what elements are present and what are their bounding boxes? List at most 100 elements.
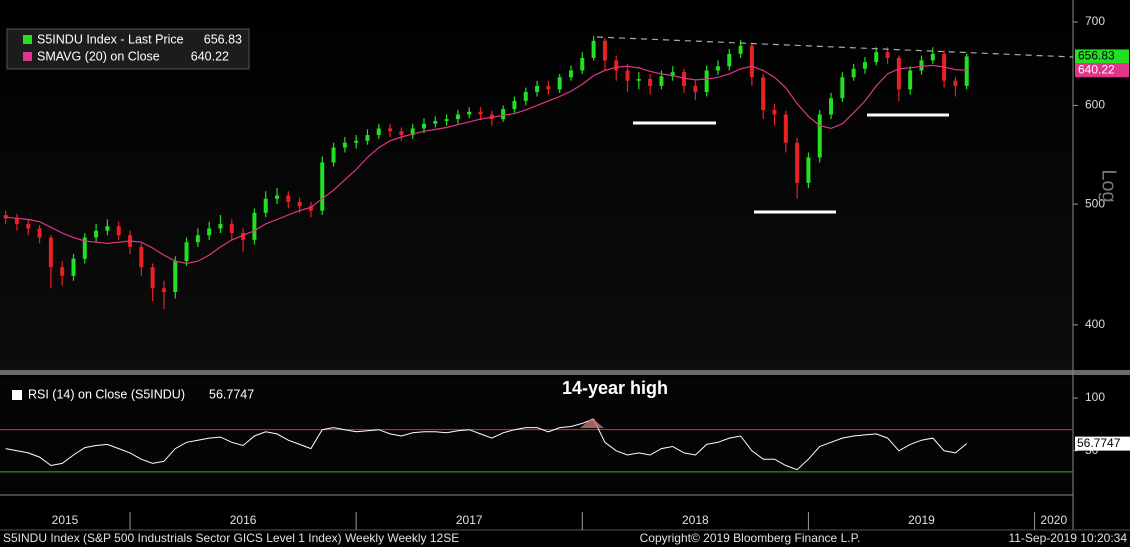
candle-body [783, 114, 788, 143]
candle-body [851, 68, 856, 78]
candle-body [26, 223, 31, 229]
y-tick-label: 600 [1085, 98, 1105, 112]
candle-body [195, 235, 200, 243]
candle-body [512, 100, 517, 110]
candle-body [727, 53, 732, 67]
footer-right: 11-Sep-2019 10:20:34 [1008, 531, 1127, 545]
rsi-tag-box [1075, 436, 1130, 451]
candle-body [806, 157, 811, 183]
y-tick-label: 700 [1085, 14, 1105, 28]
candle-body [761, 77, 766, 110]
candle-body [896, 57, 901, 90]
candle-body [874, 52, 879, 63]
candle-body [94, 230, 99, 238]
legend-label: S5INDU Index - Last Price [37, 32, 184, 46]
sma-line [5, 64, 967, 265]
candle-body [286, 195, 291, 202]
legend-label: RSI (14) on Close (S5INDU) [28, 387, 185, 401]
candle-body [218, 223, 223, 229]
annotation: 14-year high [562, 378, 668, 398]
candle-body [229, 223, 234, 233]
candle-body [399, 131, 404, 136]
candle-body [342, 142, 347, 148]
candle-body [749, 45, 754, 78]
candle-body [817, 114, 822, 158]
candle-body [908, 70, 913, 90]
candle-body [659, 76, 664, 86]
candle-body [116, 226, 121, 236]
candle-body [3, 215, 8, 219]
candle-body [105, 226, 110, 231]
candle-body [636, 78, 641, 81]
legend-value: 640.22 [191, 49, 229, 63]
candle-body [150, 267, 155, 289]
x-tick-label: 2020 [1040, 513, 1067, 527]
x-tick-label: 2019 [908, 513, 935, 527]
legend-label: SMAVG (20) on Close [37, 49, 160, 63]
candle-body [501, 109, 506, 120]
x-tick-label: 2017 [456, 513, 483, 527]
candle-body [682, 72, 687, 86]
candle-body [602, 40, 607, 61]
candle-body [71, 258, 76, 276]
candle-body [523, 92, 528, 101]
legend-swatch [23, 35, 32, 44]
candle-body [670, 72, 675, 77]
candle-body [252, 212, 257, 240]
candle-body [840, 77, 845, 99]
y-tick-label: 400 [1085, 317, 1105, 331]
candle-body [365, 135, 370, 141]
candle-body [161, 288, 166, 293]
candle-body [704, 70, 709, 93]
x-tick-label: 2016 [230, 513, 257, 527]
candle-body [455, 114, 460, 120]
x-tick-label: 2018 [682, 513, 709, 527]
candle-body [410, 128, 415, 136]
candle-body [297, 201, 302, 207]
candle-body [591, 40, 596, 58]
plot-layer: 2015201620172018201920204005006007005010… [0, 14, 1105, 530]
candle-body [308, 206, 313, 211]
candle-body [478, 111, 483, 115]
rsi-high-highlight [580, 418, 604, 428]
trend-line [596, 36, 1074, 58]
candle-body [919, 60, 924, 71]
sma-tag-box [1075, 63, 1129, 78]
candle-body [953, 80, 958, 86]
candle-body [48, 237, 53, 268]
candle-body [829, 98, 834, 115]
candle-body [546, 85, 551, 90]
candle-body [173, 261, 178, 293]
candle-body [433, 120, 438, 124]
candle-body [467, 111, 472, 115]
candle-body [614, 60, 619, 71]
candle-body [693, 85, 698, 93]
footer-center: Copyright© 2019 Bloomberg Finance L.P. [640, 531, 861, 545]
candle-body [184, 242, 189, 262]
candle-body [930, 53, 935, 61]
axis-label: Log [1098, 169, 1120, 202]
legend-box [6, 28, 250, 70]
last-price-tag-box [1075, 49, 1129, 64]
legend-value: 656.83 [204, 32, 242, 46]
panel-divider [0, 370, 1130, 375]
candle-body [263, 198, 268, 213]
candle-body [625, 70, 630, 81]
candle-body [139, 246, 144, 268]
last-price-tag: 656.83 [1078, 49, 1115, 63]
candle-body [862, 62, 867, 69]
rsi-tag: 56.7747 [1077, 436, 1121, 450]
candle-body [885, 52, 890, 58]
candle-body [568, 70, 573, 78]
candle-body [275, 195, 280, 199]
candle-body [82, 237, 87, 259]
candle-body [444, 119, 449, 121]
candle-body [535, 85, 540, 93]
candle-body [388, 128, 393, 132]
candle-body [795, 142, 800, 183]
legend-swatch [12, 390, 22, 400]
rsi-line [5, 418, 968, 471]
candle-body [320, 162, 325, 211]
y-tick-label: 500 [1085, 196, 1105, 210]
